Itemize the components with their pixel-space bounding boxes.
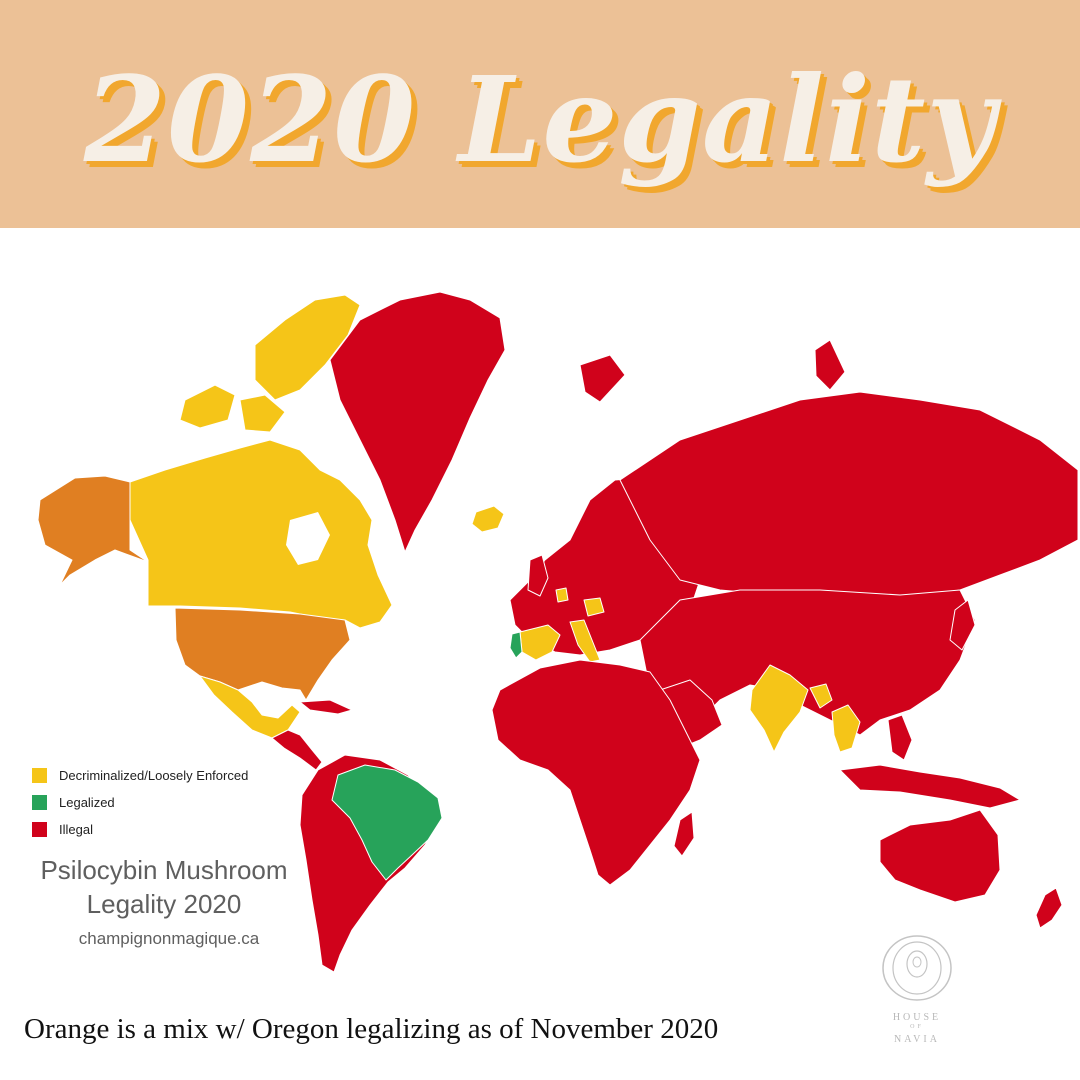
legend-swatch-legalized (32, 795, 47, 810)
region-netherlands (555, 587, 569, 603)
region-russia (619, 391, 1079, 601)
region-portugal (509, 631, 523, 659)
logo-line1: HOUSE (892, 1012, 942, 1023)
region-philippines (887, 714, 913, 761)
map-title: Psilocybin Mushroom Legality 2020 (14, 853, 314, 921)
region-alaska (37, 475, 149, 586)
legend-item-illegal: Illegal (32, 816, 248, 843)
region-africa (491, 659, 701, 886)
caption: Orange is a mix w/ Oregon legalizing as … (24, 1013, 719, 1045)
legend-swatch-decriminalized (32, 768, 47, 783)
region-austria-czech (583, 597, 605, 617)
region-usa (174, 607, 351, 701)
region-iceland (471, 505, 505, 533)
region-mexico (199, 675, 301, 739)
region-indonesia (839, 764, 1021, 809)
world-map (0, 228, 1080, 988)
region-hudson-bay (286, 512, 330, 565)
map-title-line2: Legality 2020 (86, 889, 242, 919)
legend-swatch-illegal (32, 822, 47, 837)
region-australia (879, 809, 1001, 903)
region-canada-arctic-3 (239, 394, 286, 433)
legend-item-legalized: Legalized (32, 789, 248, 816)
region-canada (129, 439, 393, 629)
map-title-line1: Psilocybin Mushroom (40, 855, 288, 885)
region-spain (519, 624, 561, 661)
region-caribbean (299, 699, 353, 715)
logo-line2: OF (910, 1024, 924, 1030)
legend-label-legalized: Legalized (59, 795, 115, 810)
legend-label-illegal: Illegal (59, 822, 93, 837)
region-greenland (329, 291, 506, 553)
map-legend: Decriminalized/Loosely Enforced Legalize… (32, 762, 248, 843)
legend-item-decriminalized: Decriminalized/Loosely Enforced (32, 762, 248, 789)
page-title: 2020 Legality (83, 50, 997, 189)
region-russia-north-islands (579, 354, 626, 403)
region-central-america (271, 729, 323, 771)
region-thailand-cambodia (831, 704, 861, 753)
region-madagascar (673, 811, 695, 857)
region-russia-north-islands-2 (814, 339, 846, 391)
region-japan (949, 599, 976, 651)
logo-line3: NAVIA (894, 1034, 940, 1045)
region-italy (569, 619, 601, 663)
title-banner: 2020 Legality (0, 0, 1080, 228)
region-canada-arctic-2 (179, 384, 236, 429)
house-of-navia-logo-icon (882, 935, 952, 1001)
region-brazil (331, 764, 443, 881)
region-uk (527, 554, 549, 597)
region-myanmar-nepal (809, 683, 833, 709)
region-india (749, 664, 809, 753)
map-source: champignonmagique.ca (78, 929, 260, 948)
region-canada-arctic (254, 294, 361, 401)
region-new-zealand (1035, 887, 1063, 929)
world-map-svg (37, 291, 1079, 973)
legend-label-decriminalized: Decriminalized/Loosely Enforced (59, 768, 249, 783)
